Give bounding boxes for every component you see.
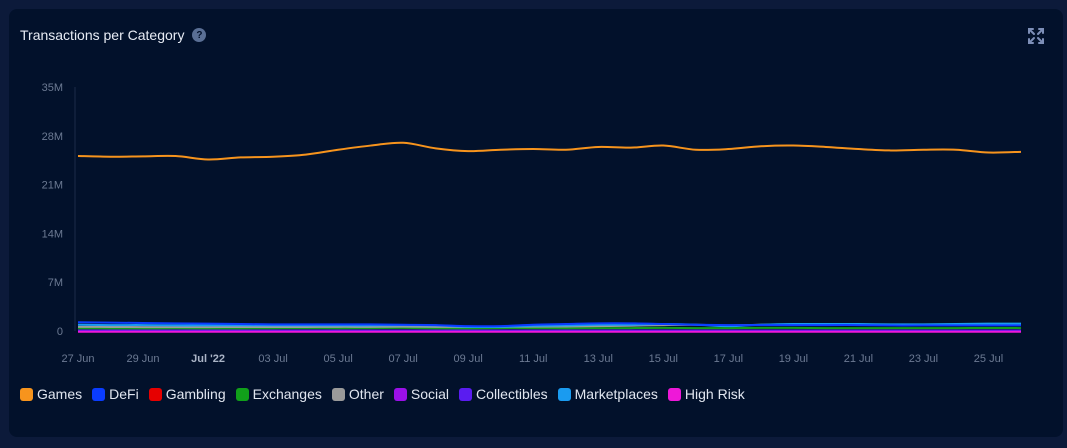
legend-label: Collectibles (476, 386, 548, 402)
legend-label: Gambling (165, 386, 226, 402)
legend-swatch (459, 387, 473, 401)
title-row: Transactions per Category ? (20, 27, 207, 43)
series-line-marketplaces[interactable] (77, 322, 1022, 328)
x-tick-label: 23 Jul (909, 353, 938, 365)
y-tick-label: 21M (42, 180, 63, 192)
x-tick-label: 13 Jul (584, 353, 613, 365)
legend-item-other[interactable]: Other (331, 386, 384, 402)
legend-label: DeFi (109, 386, 139, 402)
y-tick-label: 35M (42, 82, 63, 94)
x-tick-label: Jul '22 (191, 353, 225, 365)
legend-swatch (235, 387, 249, 401)
x-tick-label: 09 Jul (454, 353, 483, 365)
x-tick-label: 25 Jul (974, 353, 1003, 365)
x-tick-label: 11 Jul (519, 353, 548, 365)
legend-item-marketplaces[interactable]: Marketplaces (557, 386, 658, 402)
x-tick-label: 21 Jul (844, 353, 873, 365)
x-tick-label: 15 Jul (649, 353, 678, 365)
legend-item-exchanges[interactable]: Exchanges (235, 386, 322, 402)
chart-card: Transactions per Category ? (9, 9, 1063, 437)
legend-item-gambling[interactable]: Gambling (148, 386, 226, 402)
chart-legend: Games DeFi Gambling Exchanges Other Social Col… (20, 386, 745, 402)
legend-swatch (331, 387, 345, 401)
x-tick-label: 07 Jul (388, 353, 417, 365)
question-circle-icon[interactable]: ? (192, 28, 207, 42)
y-tick-label: 0 (57, 326, 63, 338)
x-tick-label: 05 Jul (323, 353, 352, 365)
y-tick-label: 7M (48, 277, 63, 289)
legend-label: Social (410, 386, 450, 402)
legend-label: Other (348, 386, 384, 402)
legend-item-social[interactable]: Social (393, 386, 450, 402)
y-tick-label: 14M (42, 228, 63, 240)
series-line-games[interactable] (77, 141, 1022, 161)
legend-item-collectibles[interactable]: Collectibles (459, 386, 548, 402)
legend-label: High Risk (684, 386, 745, 402)
legend-label: Games (37, 386, 83, 402)
legend-swatch (20, 387, 33, 401)
series-line-defi[interactable] (77, 321, 1021, 328)
legend-label: Exchanges (252, 386, 322, 402)
y-tick-label: 28M (42, 131, 63, 143)
line-chart: 0 7M 14M 21M 28M 35M 27 Jun 29 Jun Jul '22 03 Jul… (42, 82, 1022, 365)
x-tick-label: 27 Jun (61, 353, 94, 365)
legend-swatch (393, 387, 407, 401)
legend-label: Marketplaces (574, 386, 658, 402)
legend-swatch (148, 387, 162, 401)
expand-icon[interactable] (1027, 27, 1045, 45)
legend-swatch (92, 387, 106, 401)
x-tick-label: 19 Jul (779, 353, 808, 365)
legend-swatch (667, 387, 681, 401)
legend-item-high-risk[interactable]: High Risk (667, 386, 745, 402)
chart-title: Transactions per Category (20, 27, 185, 43)
x-tick-label: 03 Jul (258, 353, 287, 365)
legend-item-games[interactable]: Games (20, 386, 82, 402)
x-tick-label: 17 Jul (714, 353, 743, 365)
legend-item-defi[interactable]: DeFi (92, 386, 139, 402)
x-tick-label: 29 Jun (127, 353, 160, 365)
legend-swatch (557, 387, 571, 401)
